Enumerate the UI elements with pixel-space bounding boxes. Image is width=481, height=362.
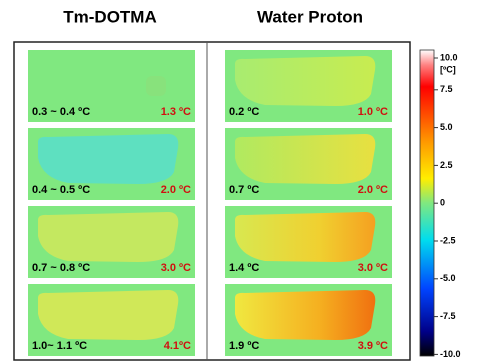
- colorbar-tick-label: 7.5: [440, 84, 453, 94]
- range-label: 0.2 ºC: [229, 106, 259, 118]
- temperature-region: [235, 56, 375, 106]
- colorbar-tick-label: -5.0: [440, 273, 456, 283]
- range-label: 0.7 ~ 0.8 ºC: [32, 262, 90, 274]
- max-label: 3.9 ºC: [358, 340, 388, 352]
- figure: Tm-DOTMA Water Proton 0.3 ~ 0.4 ºC 1.3 ºC…: [0, 0, 481, 362]
- colorbar-tick-label: 0: [440, 198, 445, 208]
- temperature-region: [38, 134, 178, 184]
- colorbar-tick-label: -10.0: [440, 349, 461, 359]
- temperature-region: [146, 76, 166, 96]
- max-label: 3.0 ºC: [161, 262, 191, 274]
- max-label: 2.0 ºC: [161, 184, 191, 196]
- colorbar-unit: [ºC]: [440, 64, 456, 74]
- column-title: Water Proton: [257, 7, 363, 26]
- temperature-region: [235, 212, 375, 262]
- range-label: 1.4 ºC: [229, 262, 259, 274]
- max-label: 1.0 ºC: [358, 106, 388, 118]
- colorbar-tick-label: 5.0: [440, 122, 453, 132]
- colorbar: [420, 50, 434, 356]
- colorbar-tick-label: -7.5: [440, 311, 456, 321]
- column-title: Tm-DOTMA: [63, 7, 156, 26]
- panels: 0.3 ~ 0.4 ºC 1.3 ºC 0.2 ºC 1.0 ºC 0.4 ~ 0.5 …: [28, 50, 392, 356]
- range-label: 0.3 ~ 0.4 ºC: [32, 106, 90, 118]
- max-label: 4.1ºC: [164, 340, 191, 352]
- range-label: 0.4 ~ 0.5 ºC: [32, 184, 90, 196]
- range-label: 0.7 ºC: [229, 184, 259, 196]
- range-label: 1.9 ºC: [229, 340, 259, 352]
- max-label: 1.3 ºC: [161, 106, 191, 118]
- colorbar-tick-label: 2.5: [440, 160, 453, 170]
- temperature-region: [235, 134, 375, 184]
- max-label: 3.0 ºC: [358, 262, 388, 274]
- colorbar-tick-label: -2.5: [440, 235, 456, 245]
- max-label: 2.0 ºC: [358, 184, 388, 196]
- temperature-region: [38, 290, 178, 340]
- temperature-region: [38, 212, 178, 262]
- temperature-region: [235, 290, 375, 340]
- colorbar-ticks: 10.0 7.5 5.0 2.5 0 -2.5 -5.0 -7.5 -10.0: [434, 52, 461, 358]
- colorbar-tick-label: 10.0: [440, 52, 458, 62]
- range-label: 1.0~ 1.1 ºC: [32, 340, 87, 352]
